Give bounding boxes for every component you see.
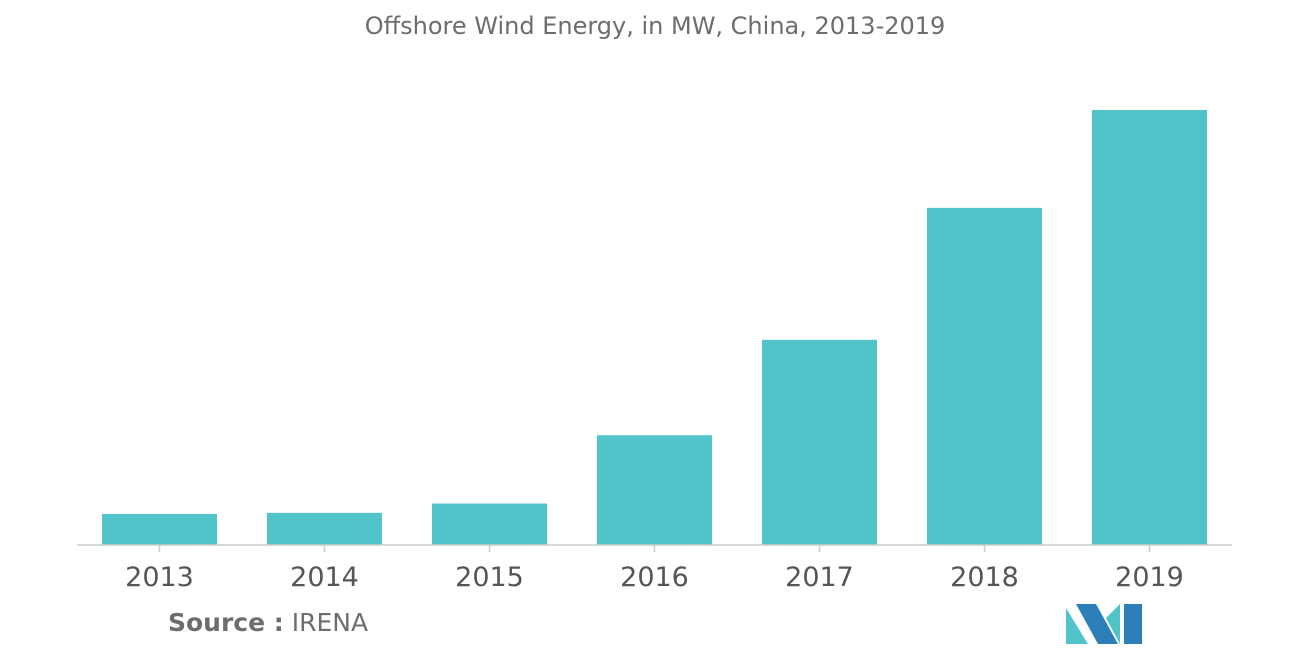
bar-2017 (762, 339, 877, 545)
bars-group (102, 110, 1207, 545)
x-ticks-group (158, 545, 1151, 552)
x-tick-label-2015: 2015 (455, 562, 524, 593)
logo-shape-middle (1076, 604, 1118, 644)
x-tick-label-2016: 2016 (620, 562, 689, 593)
x-tick-label-2019: 2019 (1115, 562, 1184, 593)
bar-2019 (1092, 110, 1207, 545)
source-value: IRENA (291, 608, 369, 637)
x-tick-labels-group: 2013 2014 2015 2016 2017 2018 2019 (125, 562, 1184, 593)
logo-shape-left (1066, 608, 1088, 644)
x-tick-label-2018: 2018 (950, 562, 1019, 593)
bar-2013 (102, 513, 217, 545)
x-tick-label-2014: 2014 (290, 562, 359, 593)
bar-2016 (597, 435, 712, 545)
logo-shape-center (1106, 604, 1120, 644)
logo-shape-right (1124, 604, 1142, 644)
bar-2018 (927, 207, 1042, 545)
source-label: Source : (168, 608, 284, 637)
brand-logo-icon (1066, 604, 1142, 644)
source-line: Source : IRENA (168, 608, 368, 637)
chart-title: Offshore Wind Energy, in MW, China, 2013… (364, 12, 946, 40)
bar-chart: 2013 2014 2015 2016 2017 2018 2019 (77, 110, 1232, 593)
x-tick-label-2017: 2017 (785, 562, 854, 593)
x-tick-label-2013: 2013 (125, 562, 194, 593)
bar-2014 (267, 512, 382, 545)
bar-2015 (432, 503, 547, 545)
